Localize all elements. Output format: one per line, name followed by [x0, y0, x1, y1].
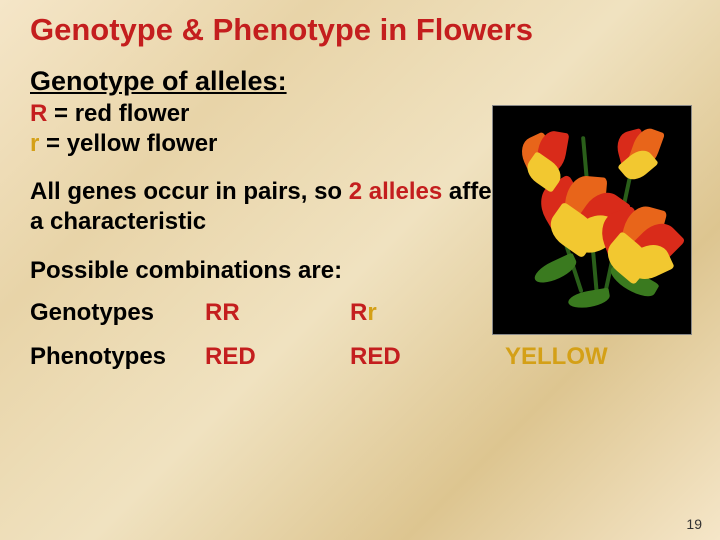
allele-r-dominant: R: [30, 100, 47, 127]
allele-r-rec-desc: = yellow flower: [39, 130, 217, 157]
row-phenotypes-label: Phenotypes: [30, 343, 205, 371]
phenotype-col1: RED: [205, 343, 350, 371]
phenotype-col2: RED: [350, 343, 505, 371]
para-highlight: 2 alleles: [349, 178, 442, 205]
slide-title: Genotype & Phenotype in Flowers: [30, 12, 690, 48]
geno-c1a: R: [205, 299, 222, 326]
geno-c1b: R: [222, 299, 239, 326]
row-genotypes-label: Genotypes: [30, 299, 205, 327]
allele-r-recessive: r: [30, 130, 39, 157]
alleles-subtitle: Genotype of alleles:: [30, 66, 690, 97]
phenotype-col3: YELLOW: [505, 343, 685, 371]
geno-c2a: R: [350, 299, 367, 326]
genes-paragraph: All genes occur in pairs, so 2 alleles a…: [30, 177, 520, 237]
genotype-col2: Rr: [350, 299, 505, 327]
page-number: 19: [686, 516, 702, 532]
geno-c2b: r: [367, 299, 376, 326]
para-part1: All genes occur in pairs, so: [30, 178, 349, 205]
flower-image: [492, 105, 692, 335]
genotype-col1: RR: [205, 299, 350, 327]
allele-r-desc: = red flower: [47, 100, 189, 127]
